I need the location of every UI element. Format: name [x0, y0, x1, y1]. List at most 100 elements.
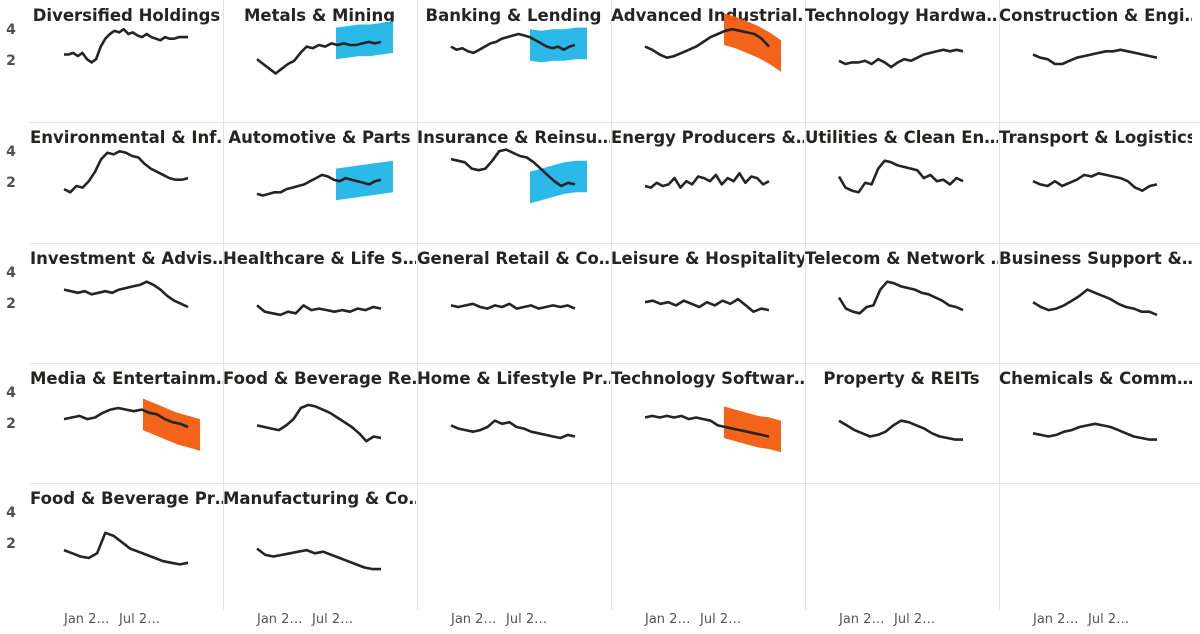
y-tick-label: 2 — [6, 536, 16, 553]
chart-panel: Food & Beverage Pr… — [30, 483, 223, 603]
panel-plot — [644, 297, 770, 313]
forecast-band — [724, 406, 781, 453]
panel-title: Telecom & Network … — [805, 249, 998, 268]
panel-title: Food & Beverage Re… — [223, 369, 416, 388]
panel-title: Manufacturing & Co… — [223, 489, 416, 508]
row-divider — [30, 122, 1200, 123]
chart-panel: Food & Beverage Re… — [223, 363, 416, 483]
panel-title: Automotive & Parts — [228, 128, 411, 147]
chart-panel: Energy Producers &… — [611, 122, 804, 242]
panel-plot — [644, 171, 770, 189]
panel-title: Environmental & Inf… — [30, 128, 223, 147]
chart-panel: Technology Softwar… — [611, 363, 804, 483]
panel-title: Media & Entertainm… — [30, 369, 223, 388]
forecast-band — [530, 27, 587, 63]
series-line — [837, 280, 964, 315]
series-line — [64, 27, 188, 64]
series-line — [450, 302, 576, 310]
chart-panel: Banking & Lending — [417, 0, 610, 120]
series-line — [837, 159, 964, 194]
panel-divider — [223, 0, 224, 610]
panel-plot — [450, 419, 576, 440]
y-tick-label: 2 — [6, 296, 16, 313]
x-tick-label: Jul 2… — [1088, 612, 1130, 627]
x-tick-label: Jul 2… — [312, 612, 354, 627]
panel-title: Metals & Mining — [243, 6, 396, 25]
series-line — [256, 304, 382, 317]
panel-plot — [450, 27, 587, 63]
series-line — [838, 48, 964, 69]
y-tick-label: 4 — [6, 264, 16, 281]
chart-panel: Investment & Advis… — [30, 243, 223, 363]
forecast-band — [724, 13, 781, 72]
chart-panel: Home & Lifestyle Pr… — [417, 363, 610, 483]
panel-title: Construction & Engi… — [999, 6, 1192, 25]
x-tick-label: Jul 2… — [506, 612, 548, 627]
panel-plot — [644, 13, 781, 72]
x-tick-label: Jan 2… — [839, 612, 885, 627]
panel-title: General Retail & Co… — [417, 249, 610, 268]
panel-title: Leisure & Hospitality — [611, 249, 804, 268]
panel-plot — [837, 280, 964, 315]
row-divider — [30, 243, 1200, 244]
panel-title: Technology Softwar… — [611, 369, 804, 388]
series-line — [644, 414, 770, 438]
x-tick-label: Jan 2… — [257, 612, 303, 627]
panel-plot — [1032, 171, 1158, 192]
panel-plot — [644, 406, 781, 453]
x-tick-label: Jan 2… — [451, 612, 497, 627]
panel-plot — [63, 149, 189, 194]
chart-panel: Healthcare & Life S… — [223, 243, 416, 363]
panel-plot — [63, 531, 189, 566]
panel-title: Chemicals & Comm… — [999, 369, 1192, 388]
forecast-band — [336, 21, 393, 60]
chart-panel: Technology Hardwa… — [805, 0, 998, 120]
series-line — [63, 406, 189, 429]
panel-divider — [805, 0, 806, 610]
chart-panel: Construction & Engi… — [999, 0, 1192, 120]
panel-title: Diversified Holdings — [32, 6, 221, 25]
series-line — [256, 173, 382, 197]
series-line — [256, 40, 382, 75]
series-line — [256, 547, 381, 571]
chart-panel: Telecom & Network … — [805, 243, 998, 363]
y-tick-label: 4 — [6, 504, 16, 521]
panel-divider — [999, 0, 1000, 610]
series-line — [63, 149, 189, 194]
panel-title: Property & REITs — [823, 369, 980, 388]
series-line — [63, 531, 189, 566]
panel-title: Home & Lifestyle Pr… — [417, 369, 610, 388]
x-tick-label: Jul 2… — [700, 612, 742, 627]
chart-panel: Insurance & Reinsu… — [417, 122, 610, 242]
panel-title: Technology Hardwa… — [805, 6, 998, 25]
panel-plot — [838, 48, 964, 69]
chart-panel: Chemicals & Comm… — [999, 363, 1192, 483]
y-tick-label: 2 — [6, 416, 16, 433]
chart-panel: Environmental & Inf… — [30, 122, 223, 242]
panel-plot — [63, 280, 189, 309]
chart-panel: Business Support &… — [999, 243, 1192, 363]
panel-title: Banking & Lending — [425, 6, 602, 25]
panel-divider — [417, 0, 418, 610]
panel-plot — [1032, 48, 1158, 66]
panel-title: Investment & Advis… — [30, 249, 223, 268]
chart-panel: Metals & Mining — [223, 0, 416, 120]
panel-title: Energy Producers &… — [611, 128, 804, 147]
panel-plot — [838, 419, 963, 441]
panel-plot — [63, 398, 200, 451]
x-tick-label: Jan 2… — [64, 612, 110, 627]
series-line — [644, 27, 770, 60]
series-line — [644, 171, 770, 189]
series-line — [450, 148, 576, 188]
chart-panel: Automotive & Parts — [223, 122, 416, 242]
series-line — [1032, 171, 1158, 192]
series-line — [1032, 48, 1158, 66]
panel-title: Advanced Industrial… — [611, 6, 804, 25]
panel-divider — [611, 0, 612, 610]
row-divider — [30, 363, 1200, 364]
chart-panel: General Retail & Co… — [417, 243, 610, 363]
panel-plot — [256, 160, 393, 201]
x-tick-label: Jul 2… — [119, 612, 161, 627]
series-line — [838, 419, 963, 441]
